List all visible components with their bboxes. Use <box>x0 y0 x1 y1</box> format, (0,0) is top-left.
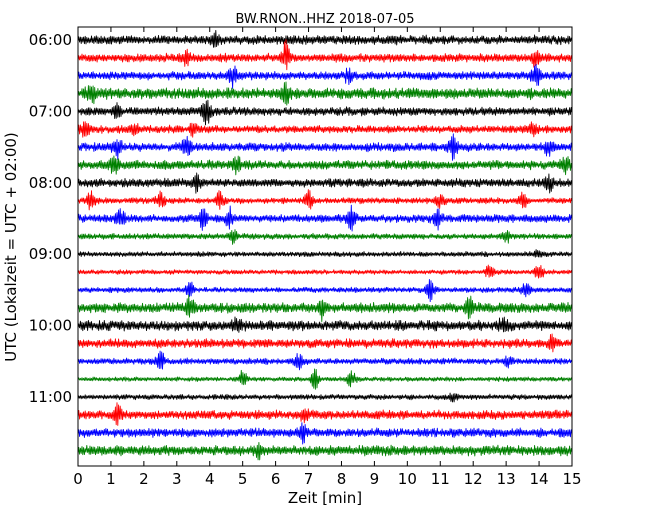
trace-line <box>77 368 573 390</box>
trace-line <box>77 99 573 126</box>
trace-line <box>77 133 573 161</box>
x-tick-label: 0 <box>73 470 83 488</box>
trace-line <box>77 422 573 445</box>
x-tick-label: 5 <box>238 470 248 488</box>
x-tick-label: 7 <box>304 470 314 488</box>
y-tick-label: 09:00 <box>29 245 72 263</box>
x-tick-label: 15 <box>562 470 581 488</box>
y-tick-label: 08:00 <box>29 174 72 192</box>
x-axis-label: Zeit [min] <box>288 489 362 507</box>
x-tick-label: 2 <box>139 470 149 488</box>
x-tick-label: 3 <box>172 470 182 488</box>
trace-line <box>77 264 573 279</box>
trace-line <box>77 189 573 211</box>
x-tick-label: 12 <box>464 470 483 488</box>
x-tick-label: 1 <box>106 470 116 488</box>
x-tick-label: 6 <box>271 470 281 488</box>
x-axis: 0 1 2 3 4 5 6 7 8 9 10 11 12 13 14 15 <box>73 27 582 488</box>
trace-line <box>77 121 573 138</box>
trace-line <box>77 204 573 232</box>
trace-line <box>77 442 573 461</box>
x-tick-label: 11 <box>431 470 450 488</box>
x-tick-label: 13 <box>497 470 516 488</box>
trace-line <box>77 316 573 333</box>
trace-line <box>77 333 573 353</box>
y-axis: 06:00 07:00 08:00 09:00 10:00 11:00 <box>29 31 572 406</box>
trace-line <box>77 172 573 194</box>
trace-line <box>77 294 573 322</box>
trace-group <box>77 29 573 461</box>
y-tick-label: 10:00 <box>29 317 72 335</box>
trace-line <box>77 155 573 176</box>
trace-line <box>77 39 573 71</box>
trace-line <box>77 350 573 371</box>
x-tick-label: 9 <box>370 470 380 488</box>
y-tick-label: 11:00 <box>29 388 72 406</box>
plot-frame <box>77 26 573 467</box>
trace-line <box>77 279 573 303</box>
x-tick-label: 8 <box>337 470 347 488</box>
y-tick-label: 06:00 <box>29 31 72 49</box>
trace-line <box>77 29 573 48</box>
trace-line <box>77 81 573 106</box>
chart-title: BW.RNON..HHZ 2018-07-05 <box>235 12 414 27</box>
trace-line <box>77 229 573 245</box>
x-tick-label: 4 <box>205 470 215 488</box>
y-tick-label: 07:00 <box>29 102 72 120</box>
trace-line <box>77 402 573 426</box>
x-tick-label: 14 <box>530 470 549 488</box>
y-axis-label: UTC (Lokalzeit = UTC + 02:00) <box>2 132 20 362</box>
trace-line <box>77 249 573 258</box>
trace-line <box>77 64 573 89</box>
x-tick-label: 10 <box>398 470 417 488</box>
trace-line <box>77 392 573 403</box>
